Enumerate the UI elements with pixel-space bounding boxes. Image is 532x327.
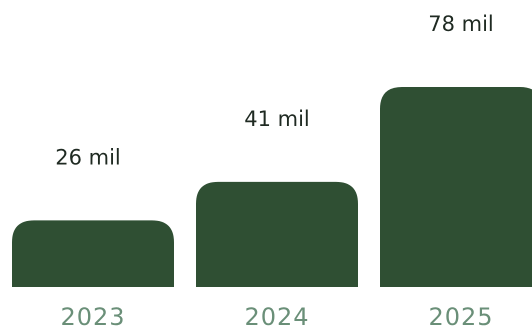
bars-group (12, 87, 532, 287)
value-label-2025: 78 mil (428, 12, 494, 36)
category-label-2025: 2025 (428, 303, 493, 327)
value-label-2023: 26 mil (55, 145, 121, 169)
bar-2025 (380, 87, 532, 287)
category-label-2024: 2024 (244, 303, 309, 327)
category-label-2023: 2023 (60, 303, 125, 327)
value-labels-group: 26 mil 41 mil 78 mil (55, 12, 494, 169)
bar-2023 (12, 220, 174, 287)
value-label-2024: 41 mil (244, 107, 310, 131)
category-labels-group: 2023 2024 2025 (60, 303, 493, 327)
bar-2024 (196, 181, 358, 287)
